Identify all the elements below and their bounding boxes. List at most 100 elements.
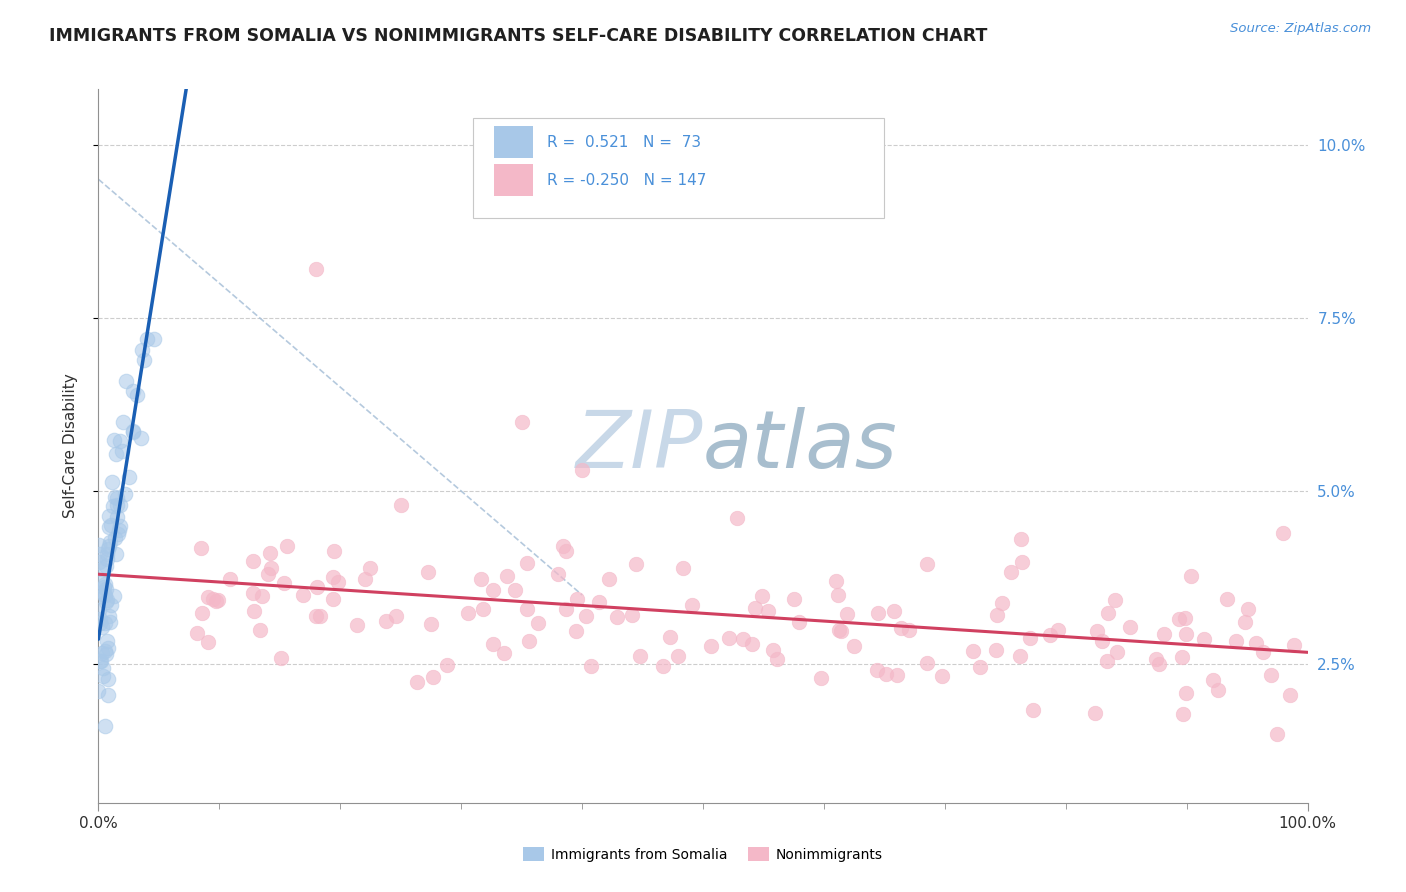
Point [97, 541, 120, 556]
Point [516, 556, 538, 570]
Point [481, 582, 503, 597]
Point [827, 588, 849, 602]
Point [1192, 632, 1215, 647]
Point [1251, 645, 1274, 659]
Point [98, 539, 121, 553]
Point [98, 615, 121, 630]
Point [122, 384, 145, 399]
Point [118, 470, 141, 484]
Point [517, 633, 540, 648]
Point [94, 577, 117, 591]
Point [420, 616, 443, 631]
Point [890, 621, 912, 635]
Point [249, 623, 271, 637]
Point [1011, 532, 1033, 546]
Point [103, 589, 125, 603]
Point [1174, 610, 1197, 624]
Point [96, 547, 118, 561]
Point [105, 498, 128, 512]
Point [91, 661, 114, 675]
Point [783, 592, 806, 607]
Point [579, 658, 602, 673]
Point [375, 614, 398, 628]
Point [1171, 650, 1194, 665]
Point [243, 604, 266, 618]
Point [1104, 592, 1126, 607]
Point [100, 475, 122, 490]
Point [96, 551, 118, 566]
Point [322, 569, 344, 583]
FancyBboxPatch shape [494, 127, 533, 159]
Point [405, 675, 427, 690]
Point [1260, 667, 1282, 681]
Point [470, 572, 492, 586]
Point [1202, 673, 1225, 688]
Point [110, 498, 132, 512]
Point [90, 574, 112, 589]
Point [756, 604, 779, 618]
Point [108, 518, 131, 533]
Point [571, 463, 593, 477]
Point [830, 624, 852, 639]
Point [1272, 525, 1295, 540]
Text: ZIP: ZIP [575, 407, 703, 485]
Point [931, 669, 953, 683]
Point [1000, 566, 1022, 580]
Point [94, 643, 117, 657]
Point [90, 562, 112, 576]
Point [104, 547, 127, 561]
Point [1144, 652, 1167, 666]
Point [652, 658, 675, 673]
Point [986, 607, 1008, 622]
Point [1167, 612, 1189, 626]
Point [129, 431, 152, 445]
Point [132, 353, 155, 368]
Point [89, 548, 111, 562]
Point [100, 599, 122, 613]
Point [105, 491, 128, 506]
Point [108, 434, 131, 449]
Point [1216, 592, 1239, 607]
Point [1147, 657, 1170, 671]
Point [105, 447, 128, 461]
Point [672, 561, 695, 575]
Point [984, 642, 1007, 657]
Text: R = -0.250   N = 147: R = -0.250 N = 147 [547, 173, 706, 188]
Point [202, 592, 225, 607]
Point [1206, 682, 1229, 697]
Point [97, 673, 120, 687]
Point [127, 387, 149, 401]
Point [105, 510, 128, 524]
Point [89, 555, 111, 569]
Point [190, 541, 212, 555]
Point [389, 498, 412, 512]
Point [1019, 631, 1042, 645]
Point [624, 558, 647, 572]
Point [136, 332, 159, 346]
Point [131, 343, 153, 357]
Point [1011, 555, 1033, 569]
Point [205, 594, 228, 608]
Point [554, 602, 576, 616]
Point [197, 590, 219, 604]
Point [103, 433, 125, 447]
Point [385, 609, 408, 624]
Point [1084, 706, 1107, 721]
Point [328, 574, 350, 589]
Point [111, 443, 134, 458]
Point [260, 560, 283, 574]
Point [100, 517, 122, 532]
Point [969, 660, 991, 674]
Point [422, 670, 444, 684]
Point [551, 539, 574, 553]
Point [91, 669, 114, 683]
Point [787, 615, 810, 629]
Point [1085, 624, 1108, 639]
Point [89, 538, 111, 552]
Point [111, 415, 134, 429]
Point [96, 593, 118, 607]
Point [917, 656, 939, 670]
Point [471, 601, 494, 615]
Point [87, 603, 110, 617]
Point [547, 566, 569, 581]
